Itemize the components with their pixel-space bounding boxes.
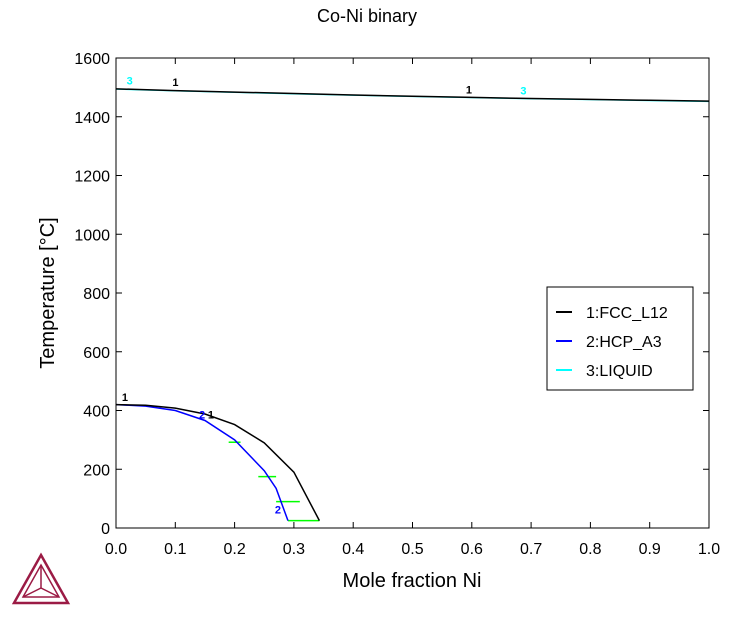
line-label-2: 1 (466, 84, 472, 96)
x-tick-label-0: 0.0 (105, 541, 127, 558)
line-label-1: 1 (172, 77, 178, 89)
line-label-7: 2 (275, 504, 281, 516)
plot-area: 3 11 312 12 (115, 75, 710, 522)
y-tick-label-4: 800 (83, 286, 110, 303)
line-label-3: 3 (520, 86, 526, 98)
y-tick-label-2: 400 (83, 404, 110, 421)
line-label-5: 2 (199, 410, 205, 422)
thermo-calc-logo (11, 552, 71, 605)
y-tick-label-5: 1000 (74, 227, 110, 244)
y-tick-label-0: 0 (101, 521, 110, 538)
x-tick-label-1: 0.1 (164, 541, 186, 558)
series-line-2-hcp-a3-0 (115, 403, 289, 521)
x-tick-label-6: 0.6 (461, 541, 483, 558)
legend-label-fcc: 1:FCC_L12 (586, 305, 668, 322)
x-tick-label-3: 0.3 (283, 541, 305, 558)
series-line-1-fcc-l12-0 (115, 88, 710, 102)
x-tick-label-8: 0.8 (579, 541, 601, 558)
x-tick-label-5: 0.5 (401, 541, 423, 558)
series-line-1-fcc-l12-1 (115, 403, 321, 522)
line-label-6: 1 (208, 410, 214, 422)
legend: 1:FCC_L12 2:HCP_A3 3:LIQUID (546, 286, 694, 391)
x-axis-label: Mole fraction Ni (343, 570, 482, 592)
y-axis-label: Temperature [°C] (37, 217, 59, 368)
x-tick-label-2: 0.2 (223, 541, 245, 558)
line-label-4: 1 (122, 392, 128, 404)
chart-title: Co-Ni binary (317, 6, 417, 26)
x-tick-label-10: 1.0 (698, 541, 720, 558)
y-tick-label-6: 1200 (74, 169, 110, 186)
axis-ticks: 0.0 0.1 0.2 0.3 0.4 0.5 0.6 0.7 0.8 0.9 1.0 0 200 400… (74, 51, 720, 558)
y-tick-label-7: 1400 (74, 110, 110, 127)
y-tick-label-8: 1600 (74, 51, 110, 68)
y-tick-label-1: 200 (83, 462, 110, 479)
legend-label-hcp: 2:HCP_A3 (586, 334, 662, 351)
legend-label-liquid: 3:LIQUID (586, 363, 653, 380)
y-tick-label-3: 600 (83, 345, 110, 362)
x-tick-label-7: 0.7 (520, 541, 542, 558)
x-tick-label-4: 0.4 (342, 541, 364, 558)
x-tick-label-9: 0.9 (639, 541, 661, 558)
line-label-0: 3 (127, 75, 133, 87)
legend-box (546, 286, 694, 391)
